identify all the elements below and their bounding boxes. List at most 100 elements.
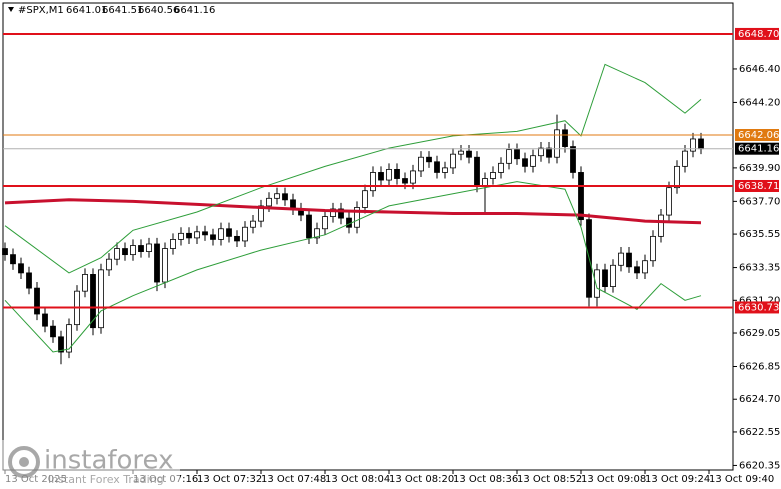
level-box xyxy=(735,301,779,314)
candle-body xyxy=(266,197,272,207)
candle-body xyxy=(626,252,632,268)
quote-close: 6641.16 xyxy=(174,5,215,16)
symbol: #SPX,M1 xyxy=(18,5,64,16)
candle-body xyxy=(138,245,144,252)
y-tick-label: 6637.70 xyxy=(739,196,780,207)
candle-body xyxy=(42,313,48,327)
level-box xyxy=(735,142,779,155)
candle-body xyxy=(666,187,672,216)
candle-body xyxy=(610,264,616,287)
level-label: 6642.06 xyxy=(738,130,779,141)
plot-frame xyxy=(2,2,734,471)
candle-body xyxy=(450,153,456,169)
candle-body xyxy=(66,324,72,353)
level-label: 6648.70 xyxy=(738,29,779,40)
header-icon xyxy=(8,7,14,12)
candle-body xyxy=(106,258,112,271)
candle-body xyxy=(202,231,208,236)
y-tick-label: 6635.55 xyxy=(739,229,780,240)
candle-body xyxy=(322,216,328,230)
candle-body xyxy=(314,228,320,239)
quote-open: 6641.01 xyxy=(66,5,107,16)
candle-body xyxy=(698,138,704,150)
x-tick-label: 13 Oct 07:48 xyxy=(261,474,326,485)
x-tick-label: 13 Oct 09:40 xyxy=(709,474,774,485)
candle-body xyxy=(570,146,576,173)
candle-body xyxy=(50,325,56,338)
candle-body xyxy=(306,214,312,239)
candle-body xyxy=(434,161,440,173)
candle-body xyxy=(10,254,16,265)
level-box xyxy=(735,129,779,142)
candle-body xyxy=(578,172,584,221)
candle-body xyxy=(250,220,256,228)
candle-body xyxy=(394,169,400,179)
candle-body xyxy=(410,170,416,184)
watermark-sub: Instant Forex Trading xyxy=(48,473,164,486)
candle-body xyxy=(458,150,464,155)
candle-body xyxy=(530,155,536,167)
candle-body xyxy=(538,147,544,157)
y-tick-label: 6620.35 xyxy=(739,460,780,471)
candle-body xyxy=(242,226,248,242)
candle-body xyxy=(634,266,640,274)
x-tick-label: 13 Oct 08:20 xyxy=(389,474,454,485)
marks xyxy=(2,32,733,365)
candle-body xyxy=(98,269,104,329)
level-box xyxy=(735,27,779,40)
candle-body xyxy=(490,172,496,179)
x-tick-label: 13 Oct 09:08 xyxy=(581,474,646,485)
x-tick-label: 13 Oct 08:36 xyxy=(453,474,518,485)
candle-body xyxy=(546,147,552,158)
y-tick-label: 6624.70 xyxy=(739,394,780,405)
quote-high: 6641.51 xyxy=(102,5,143,16)
candle-body xyxy=(378,172,384,181)
candle-body xyxy=(186,232,192,239)
candle-body xyxy=(154,243,160,283)
quote-low: 6640.56 xyxy=(138,5,179,16)
candle-body xyxy=(258,205,264,222)
y-tick-label: 6626.85 xyxy=(739,362,780,373)
x-tick-label: 13 Oct 08:04 xyxy=(325,474,390,485)
candle-body xyxy=(362,190,368,208)
y-tick-label: 6622.55 xyxy=(739,427,780,438)
labels: 6646.40 6644.20 6639.90 6637.70 6635.55 6633.… xyxy=(4,27,780,485)
candle-body xyxy=(114,248,120,260)
y-tick-label: 6644.20 xyxy=(739,97,780,108)
candle-body xyxy=(442,167,448,173)
candle-body xyxy=(642,260,648,274)
candle-body xyxy=(522,158,528,167)
candle-body xyxy=(146,243,152,252)
candle-body xyxy=(594,269,600,298)
candle-body xyxy=(130,245,136,256)
candle-body xyxy=(562,129,568,147)
logo-ring xyxy=(8,446,40,478)
candle-body xyxy=(690,138,696,152)
candle-body xyxy=(330,208,336,217)
y-tick-label: 6629.05 xyxy=(739,328,780,339)
y-tick-label: 6639.90 xyxy=(739,163,780,174)
overlay-line xyxy=(4,181,702,353)
candle-body xyxy=(682,150,688,167)
candle-body xyxy=(498,162,504,173)
x-tick-label: 13 Oct 09:24 xyxy=(645,474,710,485)
candle-body xyxy=(674,165,680,189)
candle-body xyxy=(18,263,24,274)
candle-body xyxy=(58,336,64,353)
candle-body xyxy=(602,269,608,287)
logo-dot xyxy=(19,457,29,467)
candle-body xyxy=(2,248,8,256)
level-label: 6630.73 xyxy=(738,302,779,313)
x-tick-label: 13 Oct 08:52 xyxy=(517,474,582,485)
x-tick-label: 13 Oct 07:32 xyxy=(197,474,262,485)
candle-body xyxy=(82,274,88,292)
candle-body xyxy=(210,234,216,240)
y-tick-label: 6646.40 xyxy=(739,64,780,75)
candle-body xyxy=(418,156,424,172)
candle-body xyxy=(26,272,32,289)
candle-body xyxy=(474,156,480,187)
candle-body xyxy=(354,207,360,228)
candle-body xyxy=(370,172,376,192)
candle-body xyxy=(402,178,408,184)
